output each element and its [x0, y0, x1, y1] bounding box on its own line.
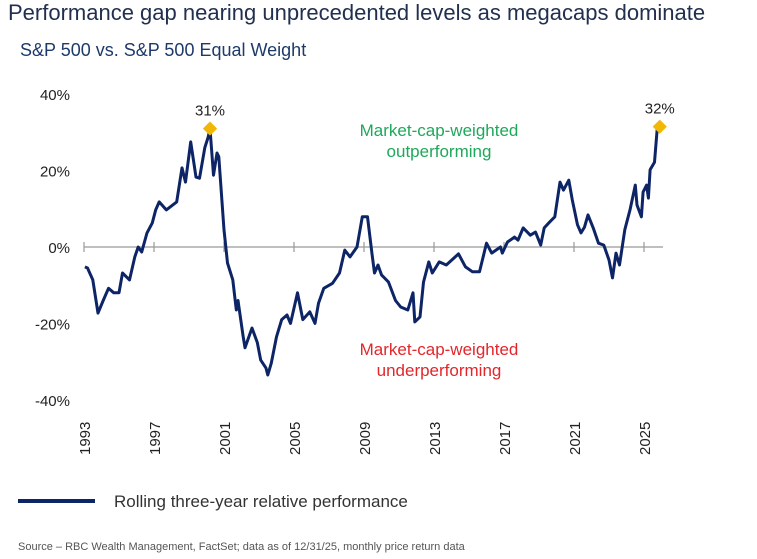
- x-tick-label: 1997: [147, 422, 164, 455]
- x-tick-label: 2005: [287, 422, 304, 455]
- underperforming-annotation: underperforming: [377, 361, 502, 380]
- series-line-rolling-relative-performance: [84, 125, 661, 377]
- x-tick-label: 2009: [357, 422, 374, 455]
- peak-marker: [202, 121, 218, 136]
- peak-label: 32%: [645, 101, 675, 118]
- chart-subtitle: S&P 500 vs. S&P 500 Equal Weight: [20, 40, 307, 60]
- y-tick-label: -40%: [35, 393, 70, 410]
- underperforming-annotation: Market-cap-weighted: [360, 340, 519, 359]
- x-tick-label: 2021: [567, 422, 584, 455]
- peak-label: 31%: [195, 103, 225, 120]
- peak-marker: [652, 119, 667, 134]
- y-tick-label: 0%: [48, 240, 70, 257]
- x-tick-label: 2013: [427, 422, 444, 455]
- y-tick-label: -20%: [35, 316, 70, 333]
- outperforming-annotation: Market-cap-weighted: [360, 121, 519, 140]
- y-tick-label: 20%: [40, 164, 70, 181]
- x-tick-label: 2001: [217, 422, 234, 455]
- x-tick-label: 2025: [637, 422, 654, 455]
- source-note: Source – RBC Wealth Management, FactSet;…: [18, 541, 465, 553]
- outperforming-annotation: outperforming: [387, 142, 492, 161]
- x-tick-label: 2017: [497, 422, 514, 455]
- legend-label: Rolling three-year relative performance: [114, 492, 408, 511]
- x-tick-label: 1993: [77, 422, 94, 455]
- chart-title: Performance gap nearing unprecedented le…: [8, 0, 706, 25]
- y-tick-label: 40%: [40, 87, 70, 104]
